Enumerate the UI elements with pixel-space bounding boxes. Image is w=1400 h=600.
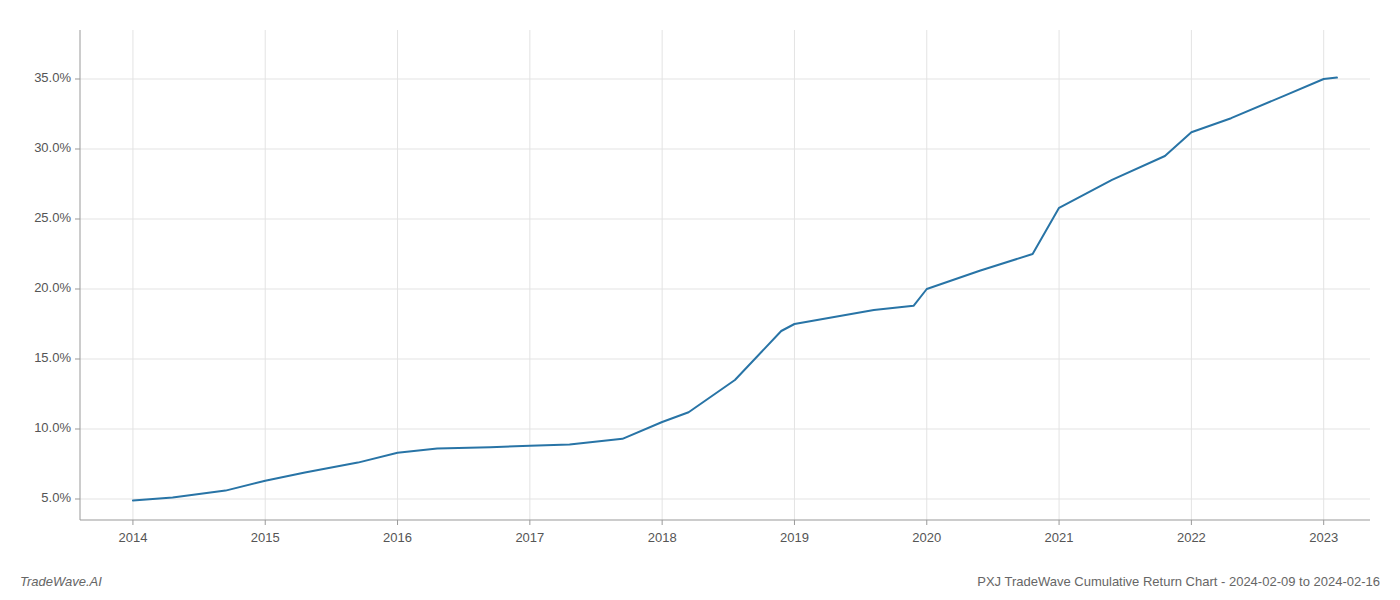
grid-line: [80, 359, 1370, 360]
x-tick-label: 2019: [780, 530, 809, 545]
grid-line: [265, 30, 266, 520]
tick-mark: [662, 520, 663, 525]
chart-container: 5.0% 10.0% 15.0% 20.0% 25.0% 30.0% 35.0% 2014 20…: [0, 0, 1400, 600]
grid-line: [794, 30, 795, 520]
title: PXJ TradeWave Cumulative Return Chart - …: [977, 574, 1380, 589]
y-tick-label: 15.0%: [34, 350, 71, 365]
tick-mark: [75, 499, 80, 500]
tick-mark: [75, 79, 80, 80]
tick-mark: [75, 289, 80, 290]
y-tick-label: 20.0%: [34, 280, 71, 295]
axes: 5.0% 10.0% 15.0% 20.0% 25.0% 30.0% 35.0% 2014 20…: [34, 30, 1370, 545]
tick-mark: [926, 520, 927, 525]
tick-mark: [265, 520, 266, 525]
tick-mark: [132, 520, 133, 525]
x-tick-label: 2014: [118, 530, 147, 545]
grid-line: [132, 30, 133, 520]
data-line: [133, 78, 1337, 501]
chart: 5.0% 10.0% 15.0% 20.0% 25.0% 30.0% 35.0% 2014 20…: [0, 0, 1400, 600]
tick-mark: [397, 520, 398, 525]
tick-mark: [1191, 520, 1192, 525]
tick-mark: [529, 520, 530, 525]
x-tick-label: 2022: [1177, 530, 1206, 545]
background: [0, 0, 1400, 600]
x-tick-label: 2023: [1309, 530, 1338, 545]
x-tick-label: 2018: [648, 530, 677, 545]
tick-mark: [75, 219, 80, 220]
x-tick-label: 2020: [912, 530, 941, 545]
tick-mark: [794, 520, 795, 525]
annotation: TradeWave.AI: [20, 574, 102, 589]
grid-line: [80, 499, 1370, 500]
y-axis-line: [80, 30, 81, 520]
x-axis-line: [80, 520, 1370, 521]
x-tick-label: 2016: [383, 530, 412, 545]
grid-line: [397, 30, 398, 520]
tick-mark: [1323, 520, 1324, 525]
tick-mark: [75, 149, 80, 150]
grid-line: [80, 289, 1370, 290]
x-tick-label: 2021: [1045, 530, 1074, 545]
x-tick-label: 2017: [515, 530, 544, 545]
grid-line: [80, 79, 1370, 80]
tick-mark: [75, 429, 80, 430]
grid: [80, 30, 1370, 520]
y-tick-label: 10.0%: [34, 420, 71, 435]
grid-line: [1191, 30, 1192, 520]
y-tick-label: 5.0%: [41, 490, 71, 505]
y-tick-label: 30.0%: [34, 140, 71, 155]
grid-line: [80, 429, 1370, 430]
grid-line: [926, 30, 927, 520]
y-tick-label: 25.0%: [34, 210, 71, 225]
grid-line: [80, 219, 1370, 220]
grid-line: [80, 149, 1370, 150]
grid-line: [1059, 30, 1060, 520]
y-tick-label: 35.0%: [34, 70, 71, 85]
tick-mark: [75, 359, 80, 360]
grid-line: [662, 30, 663, 520]
plot-area: [133, 78, 1337, 501]
x-tick-label: 2015: [251, 530, 280, 545]
grid-line: [1323, 30, 1324, 520]
tick-mark: [1059, 520, 1060, 525]
